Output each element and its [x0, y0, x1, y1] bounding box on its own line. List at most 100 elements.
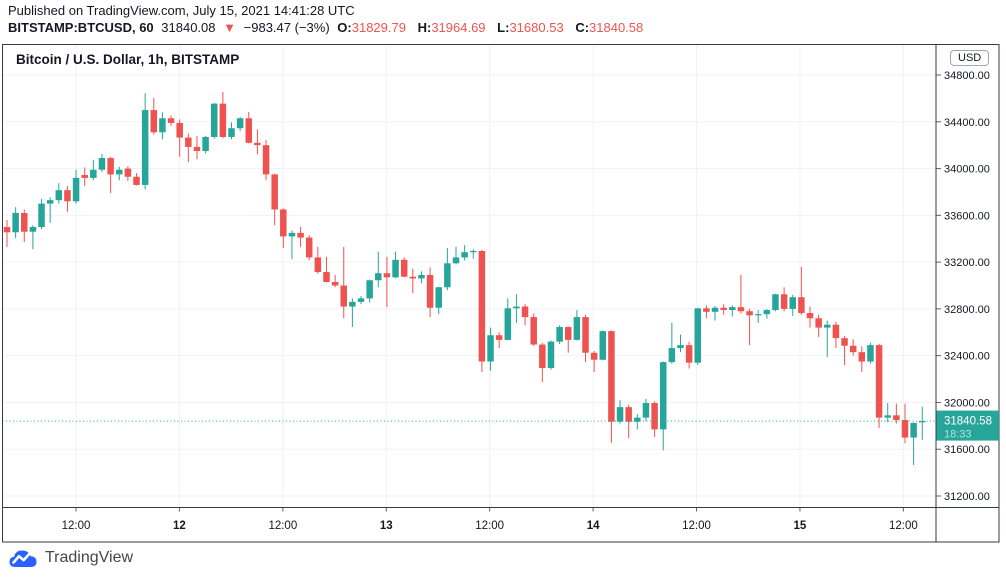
x-axis-label: 12:00: [682, 520, 711, 532]
candle-down: [875, 345, 883, 418]
x-axis-label: 15: [794, 520, 807, 532]
candle-down: [124, 168, 132, 177]
candle-down: [806, 312, 814, 319]
x-axis-label: 12:00: [62, 520, 91, 532]
price-change: −983.47 (−3%): [243, 20, 330, 35]
candle-up: [547, 341, 555, 368]
candle-up: [98, 158, 106, 170]
candle-down: [625, 407, 632, 422]
down-arrow-icon: ▼: [223, 20, 237, 35]
candle-down: [314, 257, 322, 273]
chart-title: Bitcoin / U.S. Dollar, 1h, BITSTAMP: [16, 52, 240, 67]
current-price-badge: [936, 410, 999, 441]
candle-down: [832, 324, 840, 339]
candle-up: [789, 297, 796, 309]
candle-down: [64, 190, 71, 202]
y-axis-label: 33600.00: [944, 210, 990, 222]
candle-down: [495, 335, 503, 340]
candle-up: [418, 274, 425, 279]
candle-up: [452, 257, 460, 264]
candle-up: [694, 308, 702, 363]
close-value: 31840.58: [589, 20, 644, 35]
y-axis-label: 32000.00: [944, 397, 990, 409]
candle-down: [193, 146, 201, 152]
candle-down: [651, 403, 658, 430]
candle-up: [910, 422, 917, 438]
candle-up: [202, 136, 209, 152]
candle-down: [3, 227, 11, 233]
candle-up: [228, 128, 235, 137]
candle-down: [219, 103, 227, 137]
candle-down: [254, 142, 261, 146]
candle-up: [599, 331, 607, 360]
candle-down: [703, 308, 710, 312]
close-pair: C:31840.58: [575, 20, 643, 35]
candle-up: [729, 307, 736, 311]
candle-down: [409, 276, 417, 279]
candle-down: [167, 118, 175, 123]
candle-up: [642, 403, 650, 418]
candle-down: [478, 251, 486, 362]
candle-up: [634, 417, 641, 422]
candle-down: [685, 345, 693, 363]
candle-up: [677, 345, 684, 349]
x-axis-label: 12:00: [268, 520, 297, 532]
x-axis-label: 13: [380, 520, 393, 532]
candle-down: [133, 176, 140, 185]
candle-up: [616, 407, 624, 422]
high-pair: H:31964.69: [418, 20, 486, 35]
candle-up: [159, 118, 166, 133]
candle-up: [12, 212, 19, 233]
candle-up: [504, 308, 512, 340]
x-axis-label: 14: [587, 520, 600, 532]
open-pair: O:31829.79: [337, 20, 406, 35]
last-price: 31840.08: [161, 20, 216, 35]
symbol-name: BITSTAMP:BTCUSD, 60: [8, 20, 154, 35]
open-value: 31829.79: [351, 20, 406, 35]
candle-up: [29, 227, 37, 232]
candle-down: [564, 327, 572, 340]
candle-down: [901, 419, 909, 438]
low-label: L:: [497, 20, 510, 35]
candle-down: [426, 274, 434, 308]
candle-down: [521, 306, 529, 318]
candle-down: [746, 311, 753, 316]
low-value: 31680.53: [509, 20, 564, 35]
candle-up: [513, 306, 520, 309]
high-value: 31964.69: [431, 20, 486, 35]
candle-up: [366, 280, 373, 299]
candle-up: [375, 273, 382, 281]
y-axis-label: 32800.00: [944, 304, 990, 316]
candle-up: [668, 348, 676, 363]
candle-up: [115, 169, 123, 175]
x-axis-label: 12:00: [889, 520, 918, 532]
candle-up: [573, 317, 581, 340]
candle-up: [461, 252, 468, 258]
candle-down: [849, 345, 857, 353]
y-axis-label: 32400.00: [944, 351, 990, 363]
candle-down: [815, 318, 822, 328]
current-price-value: 31840.58: [944, 416, 992, 428]
candle-down: [150, 110, 158, 133]
high-label: H:: [417, 20, 432, 35]
candle-up: [919, 421, 926, 423]
candle-up: [867, 345, 874, 362]
x-axis-label: 12: [173, 520, 186, 532]
candle-down: [280, 209, 287, 237]
tradingview-logo: TradingView: [8, 547, 133, 568]
y-axis-label: 31600.00: [944, 444, 990, 456]
candle-up: [763, 310, 771, 315]
candle-up: [236, 118, 244, 129]
candle-down: [245, 118, 253, 143]
x-axis-label: 12:00: [475, 520, 504, 532]
candle-up: [487, 335, 494, 362]
candle-down: [383, 273, 391, 278]
y-axis-label: 34800.00: [944, 70, 990, 82]
candle-down: [262, 145, 270, 175]
candle-down: [858, 352, 866, 362]
candle-up: [884, 415, 891, 418]
candle-up: [288, 232, 296, 237]
candle-up: [392, 259, 399, 278]
candle-up: [357, 298, 365, 302]
tradingview-logo-text: TradingView: [45, 548, 134, 566]
